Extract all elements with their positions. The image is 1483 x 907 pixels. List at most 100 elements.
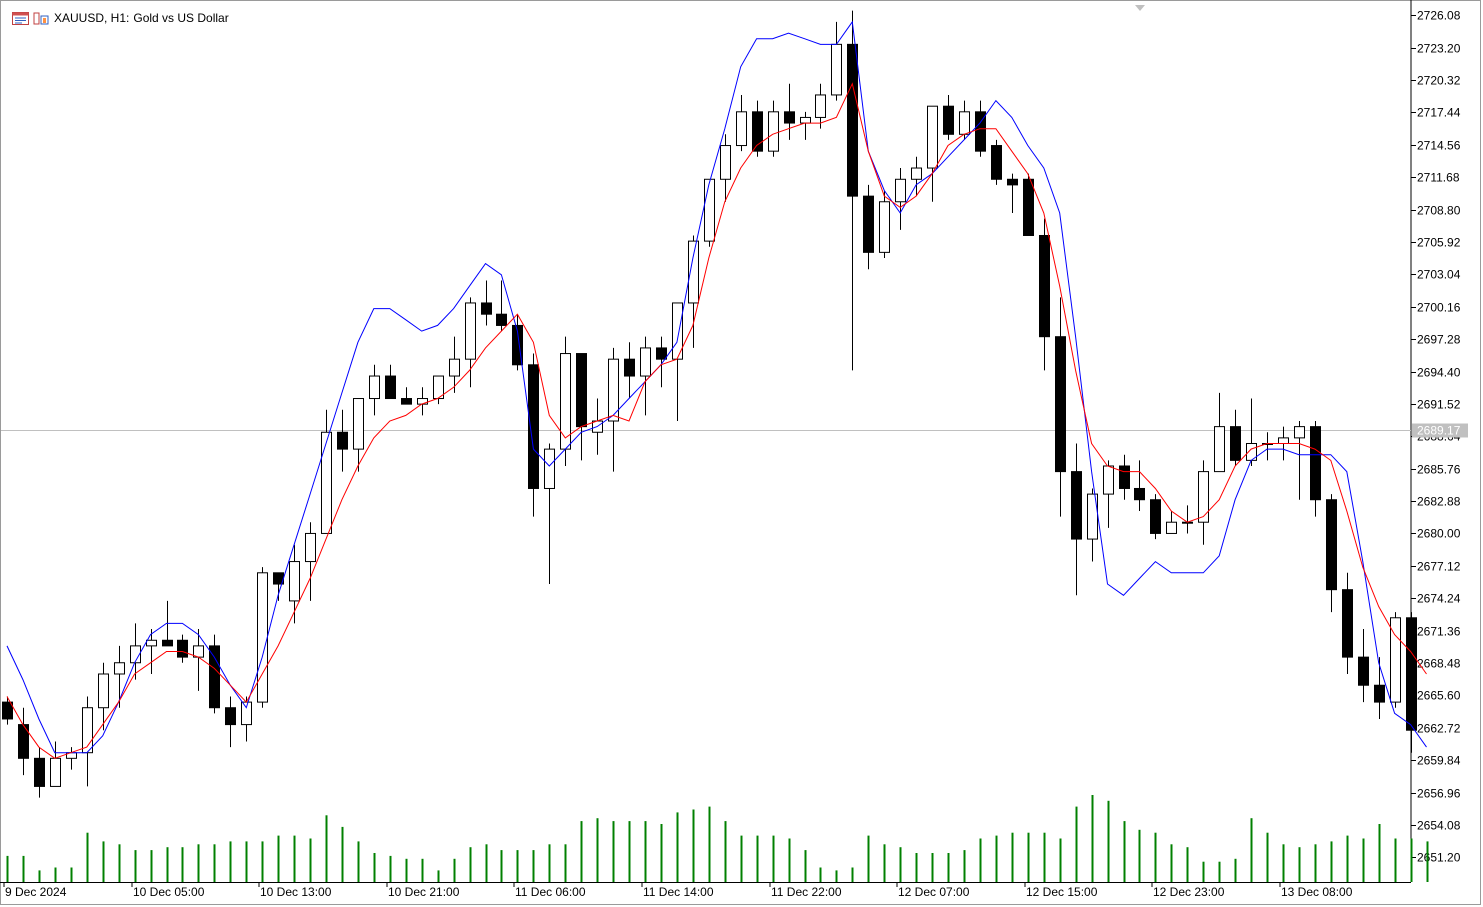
price-tick-label: 2711.68	[1417, 171, 1460, 185]
bull-candle-body	[608, 358, 619, 422]
bull-candle-body	[353, 398, 364, 450]
bear-candle-body	[784, 111, 795, 124]
ma-fast-line	[6, 82, 1427, 759]
bar-chart-icon[interactable]	[33, 12, 50, 25]
price-tick-label: 2700.16	[1417, 301, 1461, 315]
price-tick-label: 2680.00	[1417, 527, 1461, 541]
bear-candle-body	[385, 375, 396, 400]
bear-candle-body	[1150, 499, 1161, 534]
bull-candle-body	[465, 302, 476, 360]
bear-candle-body	[1071, 471, 1082, 540]
bear-candle-body	[1119, 465, 1130, 489]
time-tick-label: 9 Dec 2024	[5, 885, 67, 899]
bull-candle-body	[544, 448, 555, 489]
time-tick-label: 12 Dec 15:00	[1026, 885, 1098, 899]
bull-candle-body	[305, 532, 316, 563]
bear-candle-body	[576, 353, 587, 428]
time-tick-label: 12 Dec 07:00	[898, 885, 970, 899]
price-tick-label: 2685.76	[1417, 463, 1461, 477]
volume-histogram	[6, 795, 1429, 882]
time-tick-label: 10 Dec 13:00	[260, 885, 332, 899]
bull-candle-body	[369, 375, 380, 400]
chart-window-icon[interactable]	[12, 11, 29, 25]
bear-candle-body	[2, 701, 13, 720]
time-tick-label: 10 Dec 05:00	[133, 885, 205, 899]
bull-candle-body	[672, 302, 683, 360]
bull-candle-body	[815, 94, 826, 118]
time-tick-label: 13 Dec 08:00	[1281, 885, 1353, 899]
bear-candle-body	[975, 111, 986, 152]
price-tick-label: 2671.36	[1417, 625, 1461, 639]
bear-candle-body	[943, 105, 954, 135]
price-tick-label: 2723.20	[1417, 42, 1461, 56]
price-tick-label: 2662.72	[1417, 722, 1461, 736]
bull-candle-body	[831, 43, 842, 96]
chart-shift-marker	[1135, 5, 1145, 11]
price-tick-label: 2682.88	[1417, 495, 1461, 509]
bull-candle-body	[1278, 437, 1289, 444]
bull-candle-body	[449, 358, 460, 377]
bear-candle-body	[401, 398, 412, 405]
bear-candle-body	[1406, 617, 1417, 731]
price-tick-label: 2659.84	[1417, 754, 1461, 768]
chart-description: Gold vs US Dollar	[133, 11, 229, 25]
price-tick-label: 2714.56	[1417, 139, 1461, 153]
bear-candle-body	[624, 358, 635, 377]
bear-candle-body	[1007, 178, 1018, 186]
current-price-label: 2689.17	[1417, 424, 1461, 438]
bear-candle-body	[1358, 656, 1369, 686]
price-tick-label: 2708.80	[1417, 204, 1461, 218]
bull-candle-body	[50, 757, 61, 787]
bull-candle-body	[704, 178, 715, 242]
bear-candle-body	[1342, 589, 1353, 658]
bear-candle-body	[481, 302, 492, 315]
bull-candle-body	[736, 111, 747, 147]
price-tick-label: 2726.08	[1417, 9, 1461, 23]
time-tick-label: 10 Dec 21:00	[388, 885, 460, 899]
bull-candle-body	[82, 707, 93, 754]
bear-candle-body	[863, 195, 874, 253]
time-tick-label: 11 Dec 14:00	[643, 885, 714, 899]
price-axis-group: 2726.08 2723.20 2720.32 2717.44 2714.56 2711.…	[1410, 0, 1461, 882]
bear-candle-body	[1023, 178, 1034, 236]
time-tick-label: 11 Dec 22:00	[771, 885, 842, 899]
current-price-line: 2689.17	[1, 423, 1468, 438]
bear-candle-body	[337, 431, 348, 450]
scroll-marker[interactable]	[1135, 5, 1145, 11]
price-tick-label: 2656.96	[1417, 787, 1461, 801]
price-tick-label: 2677.12	[1417, 560, 1461, 574]
price-tick-label: 2717.44	[1417, 106, 1461, 120]
ma-slow-line	[6, 20, 1427, 754]
bear-candle-body	[656, 347, 667, 360]
price-tick-label: 2703.04	[1417, 268, 1461, 282]
bear-candle-body	[225, 707, 236, 726]
bull-candle-body	[1294, 426, 1305, 439]
moving-averages	[6, 20, 1427, 759]
bear-candle-body	[496, 313, 507, 326]
bear-candle-body	[991, 145, 1002, 180]
bear-candle-body	[1055, 336, 1066, 473]
bear-candle-body	[1310, 426, 1321, 501]
bear-candle-body	[209, 645, 220, 709]
bull-candle-body	[800, 116, 811, 124]
price-tick-label: 2674.24	[1417, 592, 1461, 606]
bull-candle-body	[688, 240, 699, 304]
price-tick-label: 2668.48	[1417, 657, 1461, 671]
price-tick-label: 2665.60	[1417, 689, 1461, 703]
bull-candle-body	[1198, 471, 1209, 523]
price-tick-label: 2720.32	[1417, 74, 1461, 88]
price-tick-label: 2691.52	[1417, 398, 1461, 412]
bull-candle-body	[130, 645, 141, 664]
bear-candle-body	[34, 757, 45, 787]
bull-candle-body	[927, 105, 938, 169]
bull-candle-body	[321, 431, 332, 534]
bull-candle-body	[640, 347, 651, 377]
bear-candle-body	[528, 364, 539, 489]
bull-candle-body	[1103, 465, 1114, 495]
price-tick-label: 2654.08	[1417, 819, 1461, 833]
bull-candle-body	[768, 111, 779, 152]
bear-candle-body	[1134, 487, 1145, 501]
bear-candle-body	[1326, 499, 1337, 591]
